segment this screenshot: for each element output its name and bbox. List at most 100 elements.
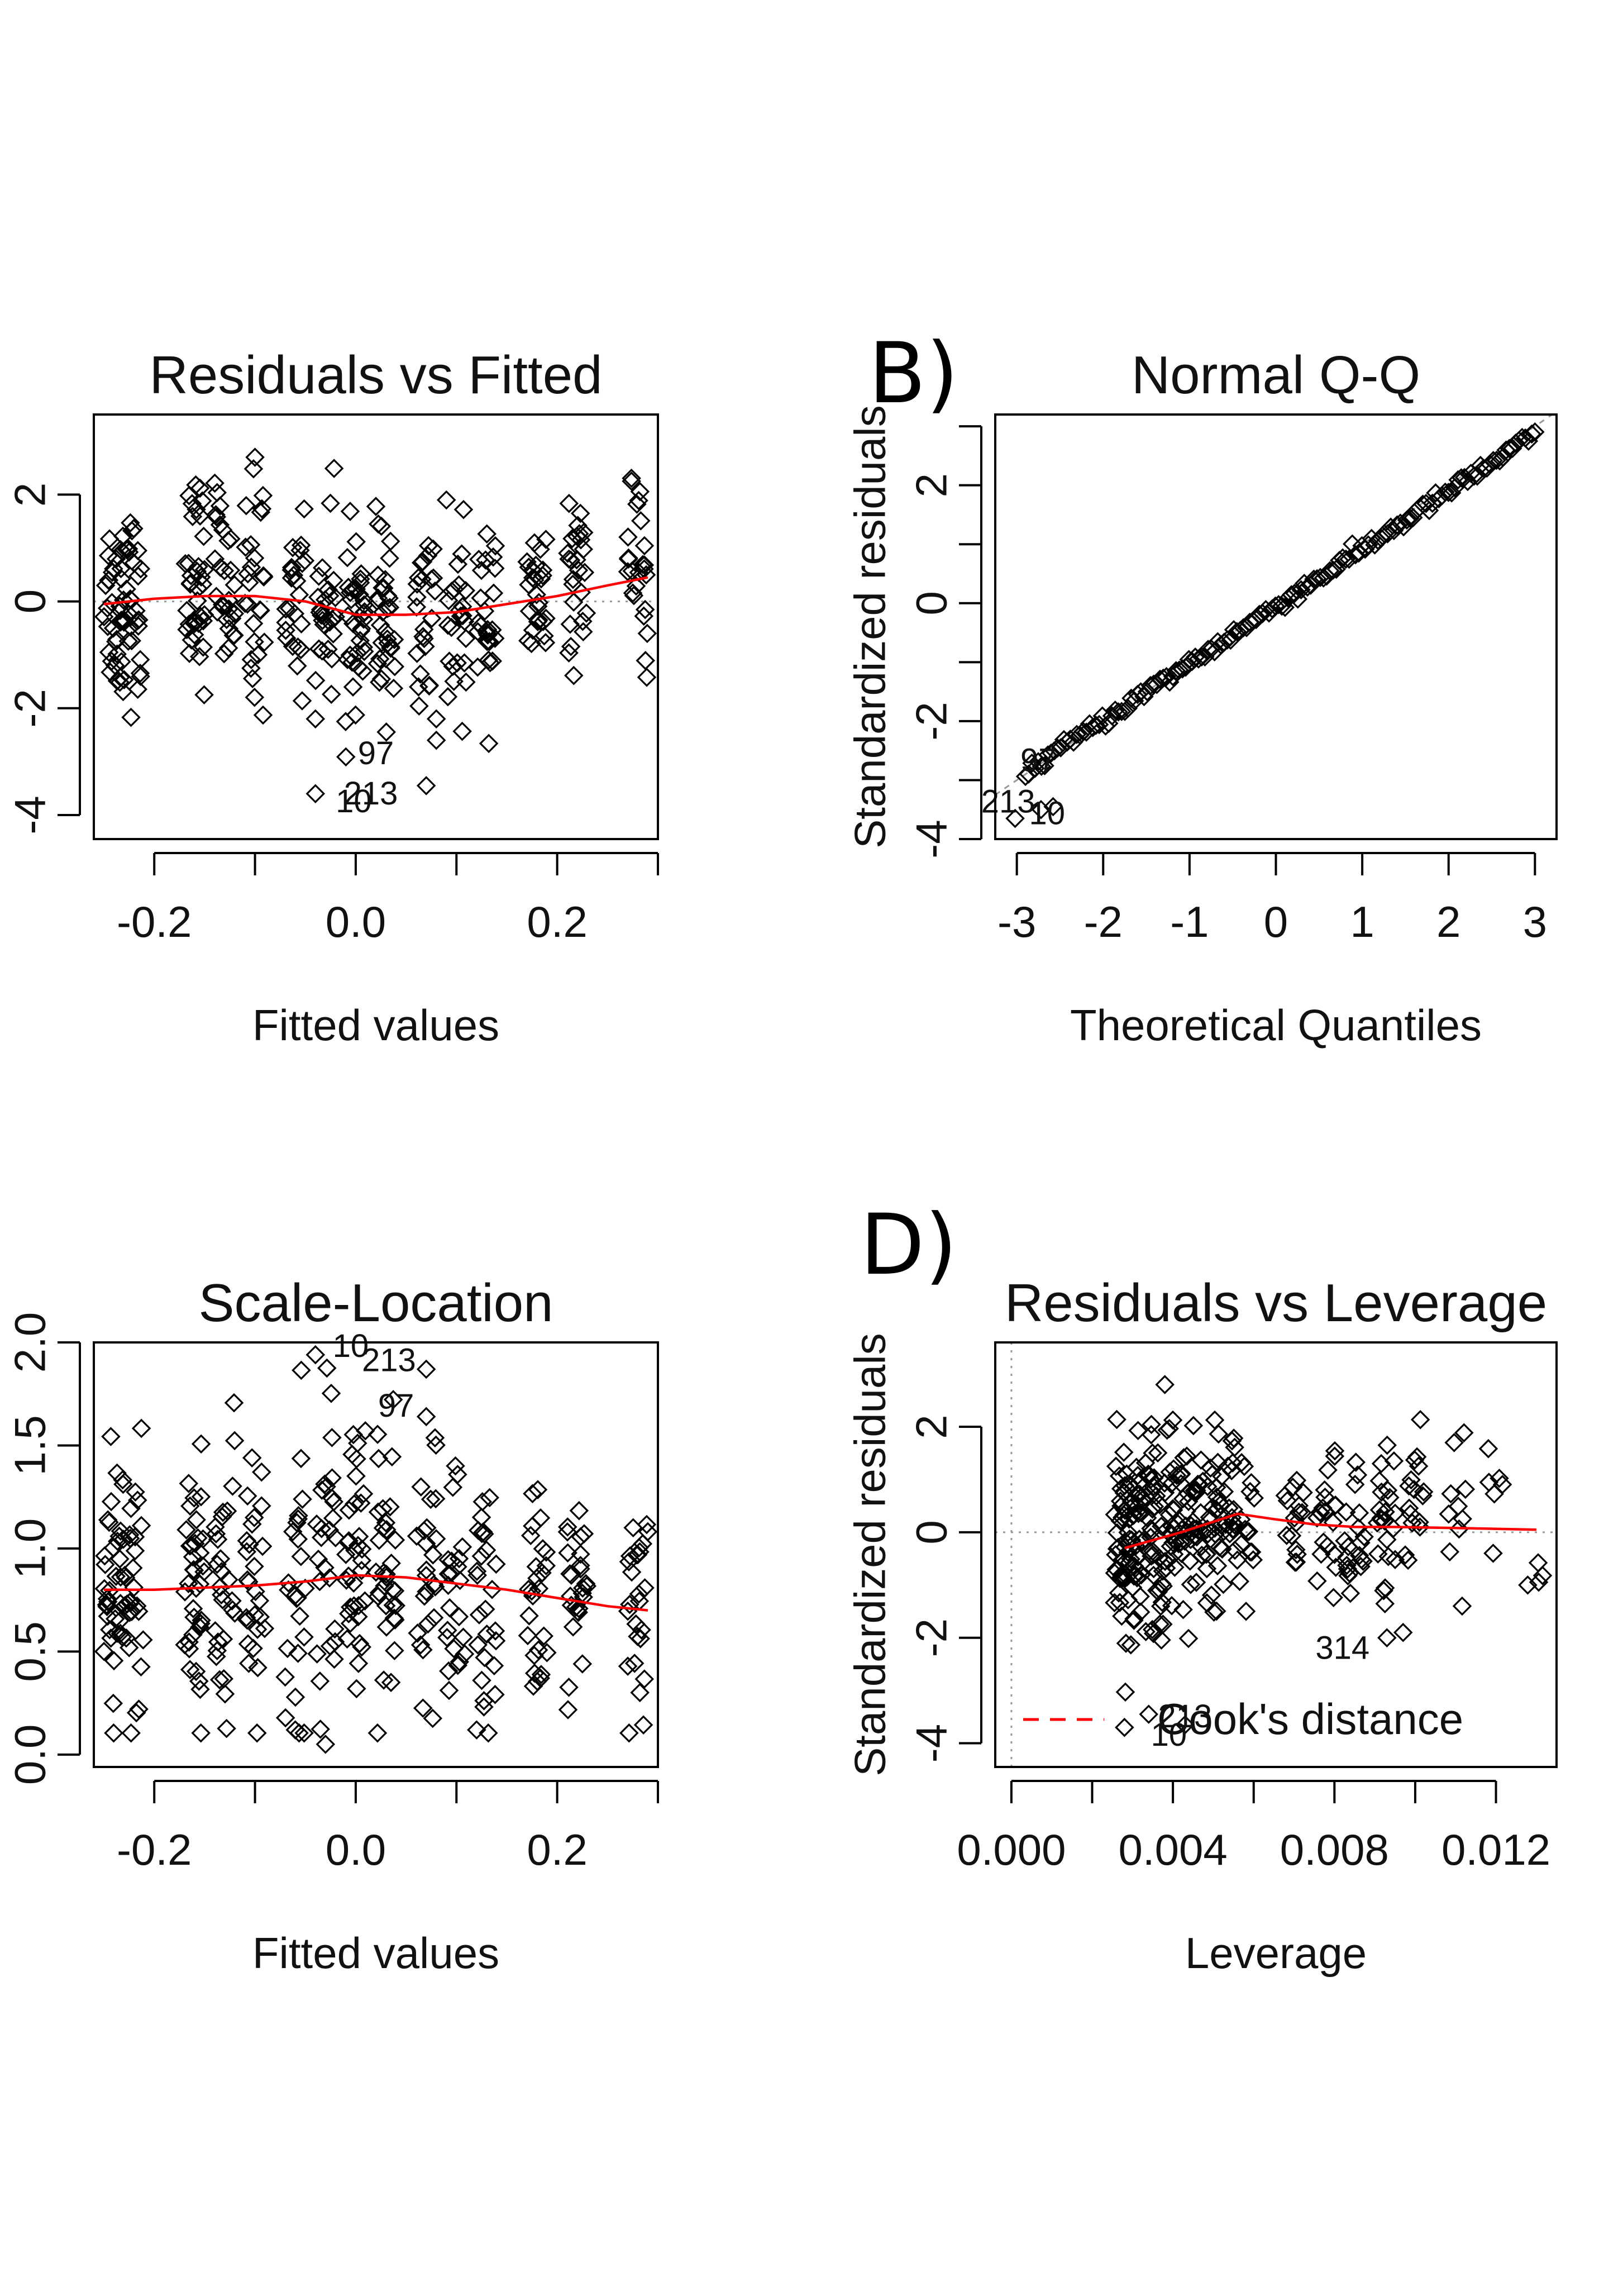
smoother-line — [104, 1574, 648, 1612]
data-point — [467, 1720, 486, 1740]
data-point — [527, 1568, 547, 1588]
data-point — [1345, 545, 1366, 565]
data-point — [1099, 713, 1119, 733]
data-point — [442, 1551, 461, 1571]
data-point — [223, 1476, 242, 1496]
data-point — [95, 1546, 114, 1566]
data-point — [559, 493, 579, 513]
point-label: 10 — [1151, 1717, 1187, 1753]
data-point — [186, 1578, 206, 1598]
data-point — [322, 684, 341, 704]
data-point — [223, 626, 244, 645]
data-point — [1315, 1480, 1334, 1500]
data-point — [1193, 1471, 1213, 1491]
data-point — [376, 1513, 396, 1533]
data-point — [407, 644, 427, 663]
data-point — [410, 1635, 431, 1655]
data-point — [560, 1587, 580, 1606]
data-point — [569, 1599, 589, 1618]
data-point — [283, 537, 303, 558]
data-point — [119, 542, 139, 562]
data-point — [475, 1647, 494, 1668]
data-point — [618, 1656, 638, 1676]
data-point — [1414, 1482, 1434, 1502]
data-point — [99, 570, 119, 590]
data-point — [567, 550, 586, 570]
data-point — [576, 603, 596, 623]
data-point — [409, 677, 428, 697]
data-point — [191, 1723, 211, 1743]
y-tick-label: 0.0 — [5, 1725, 54, 1785]
data-point — [184, 1488, 204, 1508]
data-point — [1152, 1592, 1172, 1612]
data-point — [1185, 647, 1205, 667]
data-point — [418, 536, 438, 556]
data-point — [560, 615, 580, 634]
data-point — [1181, 1575, 1201, 1594]
data-point — [619, 1552, 639, 1571]
data-point — [467, 1565, 487, 1585]
data-point — [114, 670, 134, 689]
smoother-line — [103, 576, 648, 616]
data-point — [128, 1490, 147, 1510]
data-point — [456, 672, 476, 692]
data-point — [133, 1630, 153, 1650]
data-point — [1307, 1508, 1327, 1528]
data-point — [523, 568, 543, 588]
data-point — [454, 499, 474, 520]
data-point — [1163, 1410, 1183, 1430]
data-point — [1220, 1524, 1240, 1544]
data-point — [477, 524, 497, 544]
data-point — [409, 696, 429, 716]
legend-label: Cook's distance — [1157, 1694, 1463, 1744]
data-point — [456, 580, 476, 601]
data-point — [1136, 1622, 1156, 1642]
data-point — [485, 1685, 505, 1704]
data-point — [1395, 1545, 1415, 1565]
point-label: 10 — [1029, 795, 1066, 832]
data-point — [340, 583, 360, 602]
x-axis-label: Fitted values — [252, 1928, 499, 1978]
data-point — [288, 1529, 308, 1549]
data-point — [1351, 1556, 1371, 1576]
data-point — [111, 1521, 131, 1541]
data-point — [276, 628, 297, 648]
data-point — [120, 1525, 140, 1545]
data-point — [1115, 1682, 1135, 1702]
data-point — [1223, 1453, 1243, 1473]
data-point — [519, 601, 540, 621]
x-tick-label: 1 — [1350, 897, 1374, 946]
data-point — [529, 610, 548, 630]
data-point — [1128, 1484, 1147, 1504]
data-point — [381, 1673, 401, 1692]
data-point — [279, 1573, 298, 1593]
data-point — [294, 1723, 314, 1743]
data-point — [129, 610, 149, 630]
data-point — [348, 1433, 367, 1453]
data-point — [518, 1626, 538, 1646]
data-point — [175, 554, 195, 574]
data-point — [1166, 661, 1186, 680]
data-point — [421, 1489, 441, 1509]
data-point — [1067, 725, 1087, 745]
data-point — [207, 507, 227, 527]
data-point — [371, 669, 392, 689]
data-point — [1385, 1550, 1405, 1569]
data-point — [1455, 1479, 1476, 1499]
data-point — [319, 1568, 340, 1588]
data-point — [1025, 759, 1045, 778]
data-point — [471, 1546, 491, 1566]
data-point — [316, 1735, 336, 1754]
data-point — [562, 528, 582, 549]
point-label: 213 — [981, 784, 1035, 820]
data-point — [416, 1407, 436, 1427]
data-point — [523, 1516, 542, 1536]
data-point — [186, 1661, 206, 1681]
data-point — [1393, 1622, 1413, 1642]
data-point — [633, 1715, 653, 1735]
data-point — [245, 687, 265, 707]
data-point — [336, 747, 356, 767]
data-point — [1318, 1536, 1338, 1556]
data-point — [563, 1617, 583, 1637]
y-tick-label: 0.5 — [5, 1621, 54, 1681]
